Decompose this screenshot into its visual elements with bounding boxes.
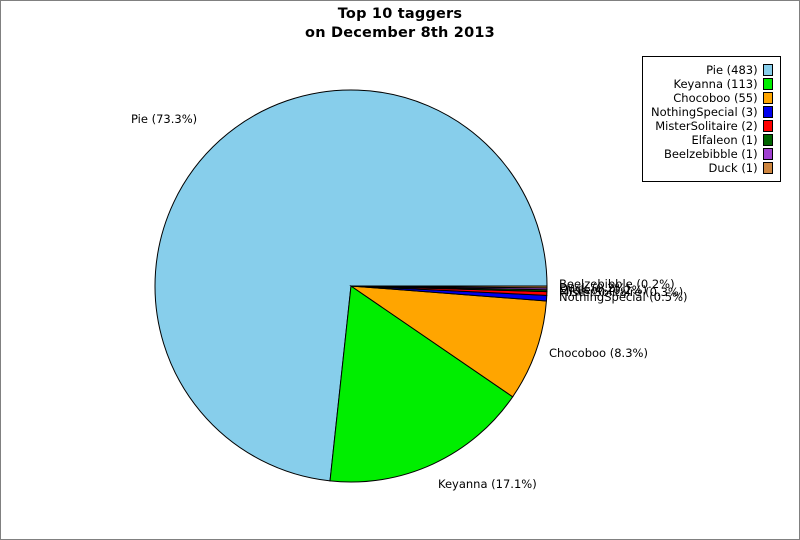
legend-color-swatch	[762, 92, 773, 104]
legend-item: Pie (483)	[651, 63, 773, 77]
legend-item-label: NothingSpecial (3)	[651, 105, 758, 119]
legend-item-label: Pie (483)	[706, 63, 758, 77]
legend-item: Keyanna (113)	[651, 77, 773, 91]
slice-label: Pie (73.3%)	[131, 112, 198, 126]
legend-item: Chocoboo (55)	[651, 91, 773, 105]
slice-label: Chocoboo (8.3%)	[549, 346, 648, 360]
legend-color-swatch	[762, 162, 773, 174]
legend-item-label: Elfaleon (1)	[691, 133, 758, 147]
slice-label: Beelzebibble (0.2%)	[559, 277, 675, 291]
slice-label: Duck (0.2%)	[559, 281, 630, 295]
legend-color-swatch	[762, 120, 773, 132]
legend: Pie (483) Keyanna (113) Chocoboo (55) Nothi…	[642, 56, 781, 182]
legend-item-label: MisterSolitaire (2)	[655, 119, 758, 133]
legend-item: Beelzebibble (1)	[651, 147, 773, 161]
pie-slice	[349, 285, 547, 398]
legend-item-label: Keyanna (113)	[673, 77, 758, 91]
legend-item: MisterSolitaire (2)	[651, 119, 773, 133]
pie-slice	[329, 285, 514, 483]
slice-label: NothingSpecial (0.5%)	[559, 290, 688, 304]
legend-color-swatch	[762, 106, 773, 118]
pie-slice	[350, 285, 548, 289]
legend-color-swatch	[762, 134, 773, 146]
slice-label: MisterSolitaire (0.3%)	[559, 285, 684, 299]
legend-color-swatch	[762, 64, 773, 76]
legend-color-swatch	[762, 148, 773, 160]
pie-slice-group	[154, 89, 548, 483]
legend-item-label: Beelzebibble (1)	[663, 147, 758, 161]
legend-item: NothingSpecial (3)	[651, 105, 773, 119]
slice-label: Elfaleon (0.2%)	[559, 283, 647, 297]
legend-item-label: Chocoboo (55)	[673, 91, 758, 105]
title-line-2: on December 8th 2013	[305, 25, 495, 41]
legend-color-swatch	[762, 78, 773, 90]
legend-item: Duck (1)	[651, 161, 773, 175]
legend-rows: Pie (483) Keyanna (113) Chocoboo (55) Nothi…	[651, 63, 773, 175]
page-title: Top 10 taggers on December 8th 2013	[1, 5, 799, 43]
slice-label: Keyanna (17.1%)	[438, 477, 537, 491]
legend-item: Elfaleon (1)	[651, 133, 773, 147]
legend-item-label: Duck (1)	[708, 161, 758, 175]
title-line-1: Top 10 taggers	[337, 6, 463, 22]
